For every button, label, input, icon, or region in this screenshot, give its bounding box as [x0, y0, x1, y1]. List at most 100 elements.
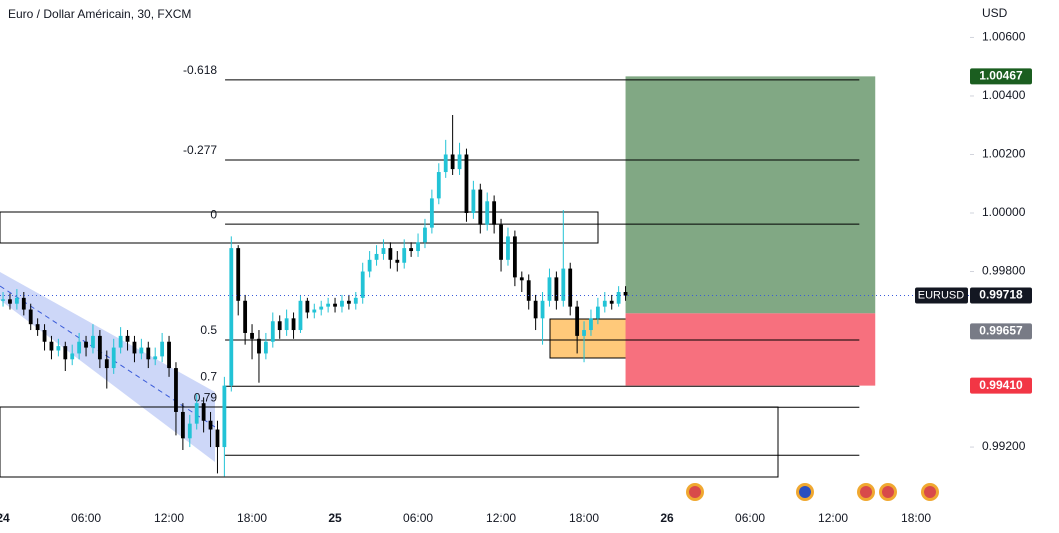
- candle-body: [367, 259, 372, 272]
- x-tick-label: 12:00: [486, 511, 516, 525]
- candle-body: [582, 330, 586, 336]
- candle-body: [388, 248, 393, 260]
- candle-body: [8, 299, 12, 304]
- candle-body: [395, 259, 400, 263]
- candle-body: [42, 330, 47, 342]
- candle-body: [526, 280, 531, 301]
- profit-zone: [625, 76, 876, 314]
- event-icons: [686, 483, 939, 501]
- candle-body: [312, 309, 317, 313]
- axes: 1.00600 1.00400 1.00200 1.00000 0.99800 0.996…: [0, 30, 1032, 525]
- candle-body: [602, 300, 607, 307]
- x-tick-label: 06:00: [735, 511, 765, 525]
- candle-body: [229, 248, 234, 386]
- candle-body: [160, 341, 165, 357]
- fib-label: 0.79: [194, 390, 218, 404]
- candle-body: [97, 335, 102, 360]
- candle-body: [243, 300, 248, 333]
- candle-body: [139, 347, 144, 354]
- candles: [1, 114, 628, 477]
- stop-tag: 0.99410: [979, 378, 1023, 392]
- candle-body: [277, 321, 282, 331]
- loss-zone: [625, 313, 876, 386]
- fibonacci: -0.618 -0.277 0 0.5 0.7 0.79: [183, 63, 860, 456]
- candle-body: [353, 297, 358, 304]
- candle-body: [409, 248, 414, 252]
- candle-body: [616, 291, 621, 304]
- candle-body: [595, 306, 600, 319]
- y-tick-label: 1.00200: [982, 147, 1026, 161]
- candle-body: [464, 154, 469, 214]
- candle-body: [554, 277, 559, 301]
- candle-body: [443, 154, 448, 173]
- stop-tag-bg: [970, 377, 1032, 394]
- candle-body: [1, 299, 5, 301]
- last-price-tag-bg: [970, 287, 1032, 304]
- candle-body: [291, 318, 296, 331]
- candle-body: [14, 297, 19, 304]
- candle-body: [485, 201, 490, 225]
- candle-body: [70, 353, 75, 360]
- x-tick-label: 06:00: [71, 511, 101, 525]
- candle-body: [506, 236, 510, 260]
- x-tick-label: 18:00: [237, 511, 267, 525]
- zone-box: [0, 211, 599, 244]
- y-tick-label: 1.00600: [982, 30, 1026, 44]
- candle-body: [547, 277, 552, 301]
- candle-body: [360, 271, 365, 298]
- candle-body: [125, 335, 130, 342]
- candle-body: [201, 403, 206, 421]
- candle-body: [450, 154, 455, 170]
- candle-body: [153, 356, 158, 360]
- candle-body: [257, 338, 261, 354]
- candle-body: [540, 300, 545, 319]
- candle-body: [575, 306, 580, 336]
- candle-body: [623, 291, 628, 296]
- channel-midline: [0, 285, 216, 428]
- candle-body: [568, 268, 573, 307]
- candle-body: [132, 341, 137, 354]
- candle-body: [298, 300, 303, 331]
- candle-body: [423, 227, 427, 243]
- target-tag: 1.00467: [979, 69, 1023, 83]
- candle-body: [402, 248, 407, 263]
- candle-body: [326, 303, 331, 307]
- target-tag-bg: [970, 68, 1032, 85]
- entry-tag-bg: [970, 323, 1032, 340]
- fib-label: 0: [210, 207, 217, 221]
- x-tick-label: 06:00: [403, 511, 433, 525]
- fib-label: 0.5: [200, 323, 217, 337]
- candle-body: [35, 324, 40, 331]
- candle-body: [333, 303, 337, 307]
- candle-body: [270, 321, 275, 342]
- position-tool: [625, 76, 876, 386]
- candle-body: [609, 300, 614, 304]
- x-tick-label: 12:00: [818, 511, 848, 525]
- candle-body: [436, 172, 441, 199]
- x-tick-label: 26: [660, 511, 674, 525]
- candle-body: [174, 368, 178, 412]
- candle-body: [471, 189, 476, 214]
- candle-body: [215, 429, 220, 448]
- y-tick-label: 1.00000: [982, 205, 1026, 219]
- candle-body: [49, 341, 54, 351]
- candle-body: [340, 300, 344, 307]
- candle-body: [284, 318, 289, 331]
- y-tick-label: 0.99200: [982, 439, 1026, 453]
- x-tick-label: 18:00: [901, 511, 931, 525]
- candle-body: [236, 248, 241, 301]
- candle-body: [381, 248, 386, 254]
- x-tick-label: 18:00: [569, 511, 599, 525]
- candle-body: [374, 253, 379, 260]
- x-tick-label: 24: [0, 511, 10, 525]
- symbol-tag: EURUSD: [918, 289, 965, 301]
- chart-title: Euro / Dollar Américain, 30, FXCM: [8, 7, 191, 21]
- candle-body: [250, 332, 254, 339]
- x-tick-label: 25: [328, 511, 342, 525]
- candle-body: [512, 236, 517, 278]
- last-price-tag: 0.99718: [979, 288, 1023, 302]
- candle-body: [21, 297, 26, 310]
- y-tick-label: 0.99800: [982, 264, 1026, 278]
